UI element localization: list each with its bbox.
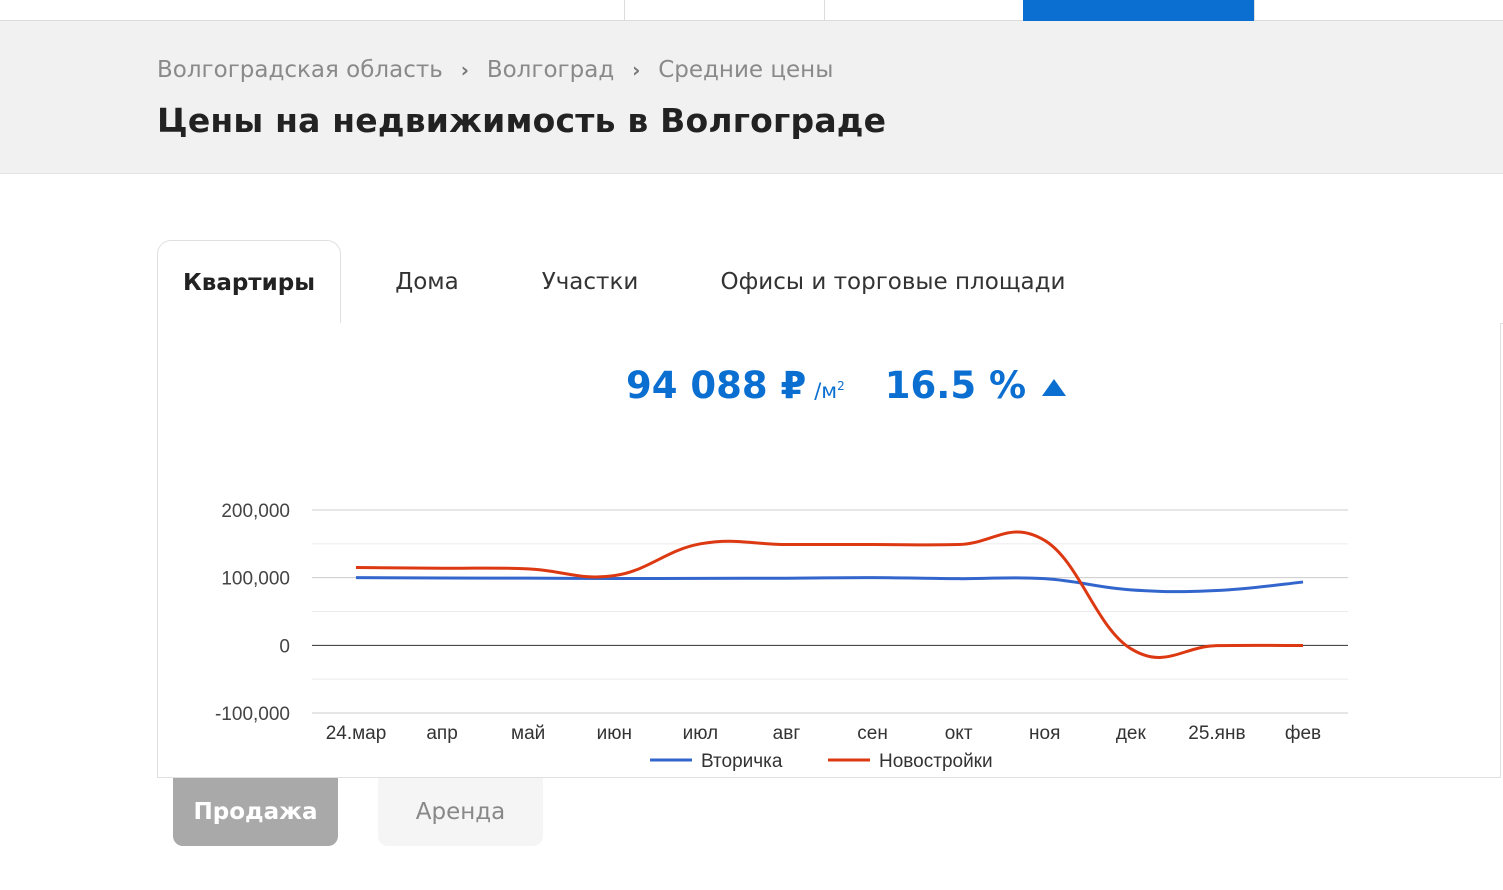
series-line-secondary (355, 576, 1304, 594)
y-tick-label: 200,000 (221, 501, 290, 522)
breadcrumb: Волгоградская область › Волгоград › Сред… (157, 57, 833, 83)
price-summary: 94 088 ₽ /м2 16.5 % (626, 364, 1067, 407)
x-tick-label: фев (1285, 723, 1321, 744)
x-tick-label: дек (1116, 723, 1147, 744)
legend-label: Вторичка (701, 751, 783, 772)
x-tick-label: сен (857, 723, 888, 744)
y-tick-label: 0 (279, 636, 290, 657)
breadcrumb-item-region[interactable]: Волгоградская область (157, 57, 443, 83)
tab-apartments[interactable]: Квартиры (157, 240, 341, 325)
x-tick-label: окт (945, 723, 973, 744)
breadcrumb-separator-icon: › (460, 58, 469, 82)
property-type-tabs: Квартиры Дома Участки Офисы и торговые п… (157, 240, 1503, 325)
series-line-new-buildings (355, 530, 1304, 659)
x-tick-label: 24.мар (326, 723, 387, 744)
x-tick-label: июл (683, 723, 719, 744)
breadcrumb-item-city[interactable]: Волгоград (486, 57, 615, 83)
trend-up-icon (1042, 379, 1067, 396)
top-nav-item[interactable] (624, 0, 824, 20)
x-tick-label: май (511, 723, 545, 744)
y-tick-label: -100,000 (215, 704, 290, 725)
rent-button[interactable]: Аренда (378, 778, 543, 846)
breadcrumb-separator-icon: › (632, 58, 641, 82)
tab-houses[interactable]: Дома (395, 269, 459, 295)
y-tick-label: 100,000 (221, 569, 290, 590)
tab-commercial[interactable]: Офисы и торговые площади (720, 269, 1066, 295)
tab-plots[interactable]: Участки (541, 269, 639, 295)
price-line-chart: 200,000 100,000 0 -100,000 24.мар апр май июн ию… (215, 501, 1348, 772)
x-tick-label: ноя (1029, 723, 1060, 744)
chart-panel (157, 323, 1501, 778)
price-unit-text: /м (814, 379, 838, 403)
page-header: Волгоградская область › Волгоград › Сред… (0, 21, 1503, 174)
top-nav-item[interactable] (824, 0, 1023, 20)
x-tick-label: авг (773, 723, 801, 744)
page-title: Цены на недвижимость в Волгограде (157, 101, 887, 140)
price-change: 16.5 % (884, 364, 1027, 407)
x-tick-label: июн (597, 723, 632, 744)
average-price: 94 088 ₽ (626, 364, 807, 407)
sale-button[interactable]: Продажа (173, 778, 338, 846)
price-unit-sup: 2 (837, 379, 845, 393)
legend-label: Новостройки (879, 751, 993, 772)
x-tick-label: 25.янв (1188, 723, 1245, 744)
price-unit: /м2 (814, 379, 845, 403)
x-tick-label: апр (426, 723, 457, 744)
top-nav-strip (0, 0, 1503, 21)
top-nav-item[interactable] (1254, 0, 1503, 20)
top-nav-item-active[interactable] (1023, 0, 1254, 21)
breadcrumb-item-current: Средние цены (658, 57, 834, 83)
